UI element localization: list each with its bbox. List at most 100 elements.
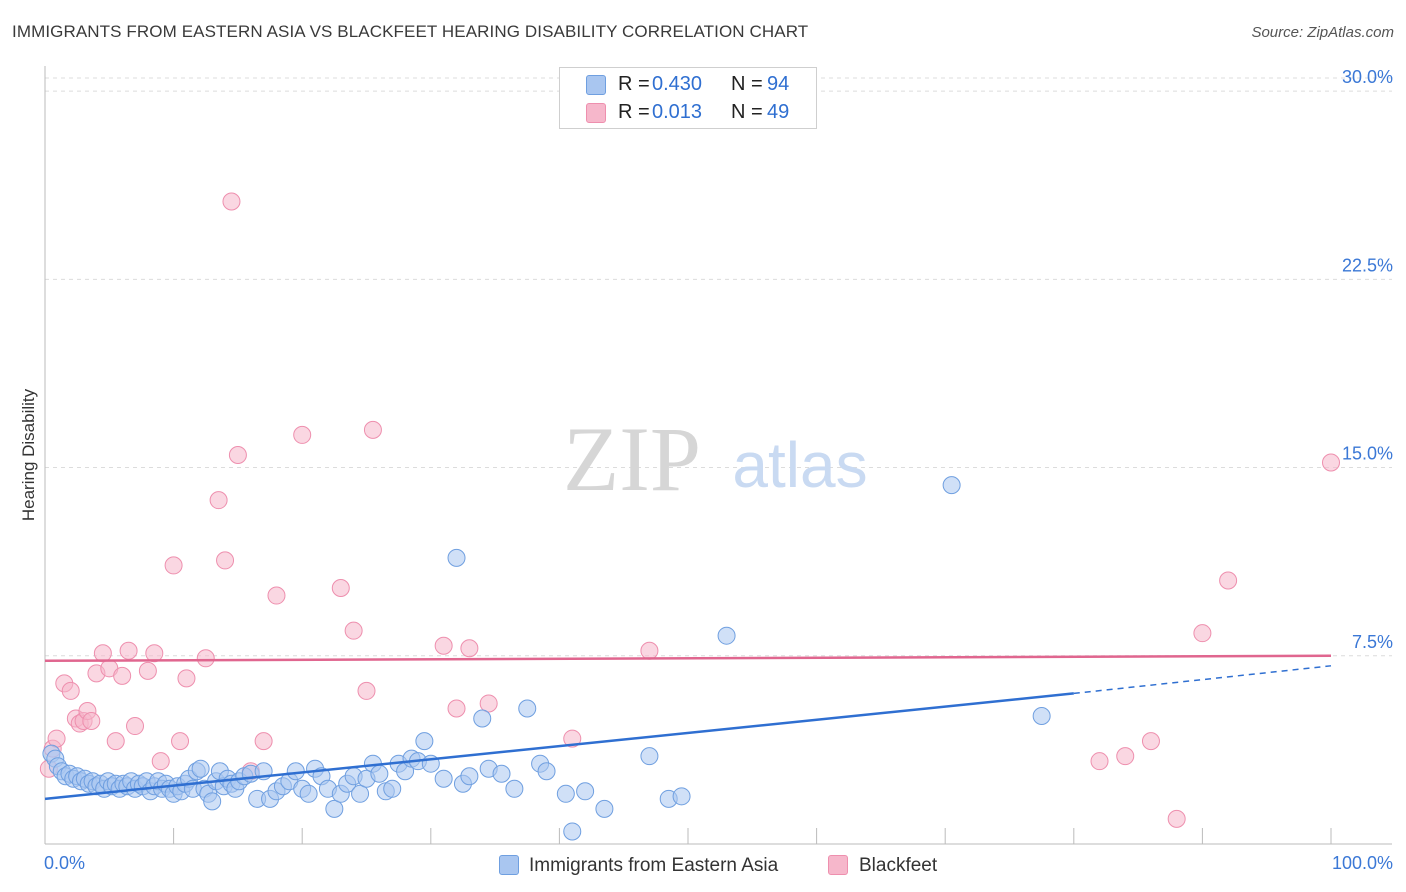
blackfeet-point [254, 732, 273, 751]
legend-swatch-pink [828, 855, 848, 875]
legend-label-eastern-asia: Immigrants from Eastern Asia [529, 855, 779, 876]
y-tick-label: 22.5% [1342, 255, 1393, 275]
blackfeet-point [1322, 453, 1340, 472]
y-tick-label: 7.5% [1352, 632, 1393, 652]
blackfeet-point [363, 420, 382, 439]
blackfeet-point [447, 699, 466, 718]
eastern-asia-point [460, 767, 479, 786]
legend-r-value: 0.013 [652, 101, 703, 123]
blackfeet-point [1219, 571, 1238, 590]
eastern-asia-trend-extension [1073, 665, 1332, 695]
y-axis-label: Hearing Disability [19, 388, 38, 521]
eastern-asia-point [203, 792, 222, 811]
blackfeet-point [293, 425, 312, 444]
blackfeet-point [1090, 752, 1109, 771]
eastern-asia-point [563, 822, 582, 841]
blackfeet-point [126, 717, 145, 736]
eastern-asia-point [505, 779, 524, 798]
eastern-asia-point [325, 799, 344, 818]
legend-n-label: N = [731, 101, 763, 123]
blackfeet-point [61, 681, 80, 700]
correlation-legend: R = 0.430 N = 94 R = 0.013 N = 49 [559, 67, 817, 129]
blackfeet-trend-line [44, 654, 1332, 663]
blackfeet-point [164, 556, 183, 575]
blackfeet-point [145, 644, 164, 663]
blackfeet-point [216, 551, 235, 570]
blackfeet-point [1116, 747, 1135, 766]
eastern-asia-point [383, 779, 402, 798]
eastern-asia-point [942, 476, 961, 495]
y-tick-label: 30.0% [1342, 67, 1393, 87]
legend-swatch-blue [499, 855, 519, 875]
legend-n-label: N = [731, 73, 763, 95]
x-tick-label: 0.0% [44, 853, 85, 873]
eastern-asia-point [286, 762, 305, 781]
eastern-asia-point [595, 799, 614, 818]
blackfeet-point [93, 644, 112, 663]
watermark-atlas: atlas [732, 429, 867, 501]
blackfeet-point [119, 641, 138, 660]
chart-title: IMMIGRANTS FROM EASTERN ASIA VS BLACKFEE… [12, 22, 809, 41]
blackfeet-point [228, 446, 247, 464]
legend-n-value: 49 [767, 101, 790, 123]
legend-label-blackfeet: Blackfeet [859, 855, 938, 876]
eastern-asia-point [447, 548, 466, 567]
eastern-asia-point [1032, 707, 1051, 726]
eastern-asia-point [191, 759, 210, 778]
blackfeet-point [434, 636, 453, 655]
legend-r-value: 0.430 [652, 73, 703, 95]
blackfeet-point [106, 732, 125, 751]
blackfeet-point [47, 729, 66, 748]
grid-lines [45, 77, 1392, 657]
eastern-asia-point [351, 784, 370, 803]
blackfeet-point [563, 729, 582, 748]
series-legend: Immigrants from Eastern Asia Blackfeet [0, 850, 1406, 880]
legend-n-value: 94 [767, 73, 790, 95]
y-tick-label: 15.0% [1342, 444, 1393, 464]
blackfeet-point [151, 752, 170, 771]
blackfeet-point [171, 732, 190, 751]
legend-r-label: R = [618, 101, 650, 123]
blackfeet-point [113, 666, 132, 685]
watermark: ZIP atlas [563, 408, 868, 510]
blackfeet-point [640, 641, 659, 660]
blackfeet-point [460, 639, 479, 658]
eastern-asia-point [556, 784, 575, 803]
eastern-asia-trend-line [44, 692, 1074, 801]
blackfeet-point [331, 579, 350, 598]
watermark-zip: ZIP [563, 408, 701, 510]
eastern-asia-point [537, 762, 556, 781]
eastern-asia-point [672, 787, 691, 806]
blackfeet-point [209, 491, 228, 510]
eastern-asia-point [717, 626, 736, 645]
eastern-asia-point [518, 699, 537, 718]
blackfeet-point [196, 649, 215, 668]
legend-row-blackfeet: R = 0.013 N = 49 [560, 99, 816, 127]
blackfeet-point [1141, 732, 1160, 751]
eastern-asia-point [473, 709, 492, 728]
blackfeet-point [82, 712, 101, 731]
blackfeet-point [344, 621, 363, 640]
legend-swatch-blue [586, 75, 606, 95]
legend-r-label: R = [618, 73, 650, 95]
blackfeet-point [267, 586, 286, 605]
eastern-asia-point [492, 764, 511, 783]
blackfeet-point [479, 694, 498, 713]
blackfeet-point [357, 681, 376, 700]
eastern-asia-point [370, 764, 389, 783]
blackfeet-point [138, 661, 157, 680]
x-tick-label: 100.0% [1332, 853, 1393, 873]
eastern-asia-point [299, 784, 318, 803]
axes [44, 66, 1392, 845]
legend-row-eastern-asia: R = 0.430 N = 94 [560, 71, 816, 99]
eastern-asia-point [640, 747, 659, 766]
eastern-asia-point [434, 769, 453, 788]
blackfeet-point [1193, 624, 1212, 643]
blackfeet-point [1167, 809, 1186, 828]
blackfeet-point [177, 669, 196, 688]
eastern-asia-point [415, 732, 434, 751]
trend-lines [44, 654, 1332, 801]
legend-swatch-pink [586, 103, 606, 123]
blackfeet-point [222, 192, 241, 211]
